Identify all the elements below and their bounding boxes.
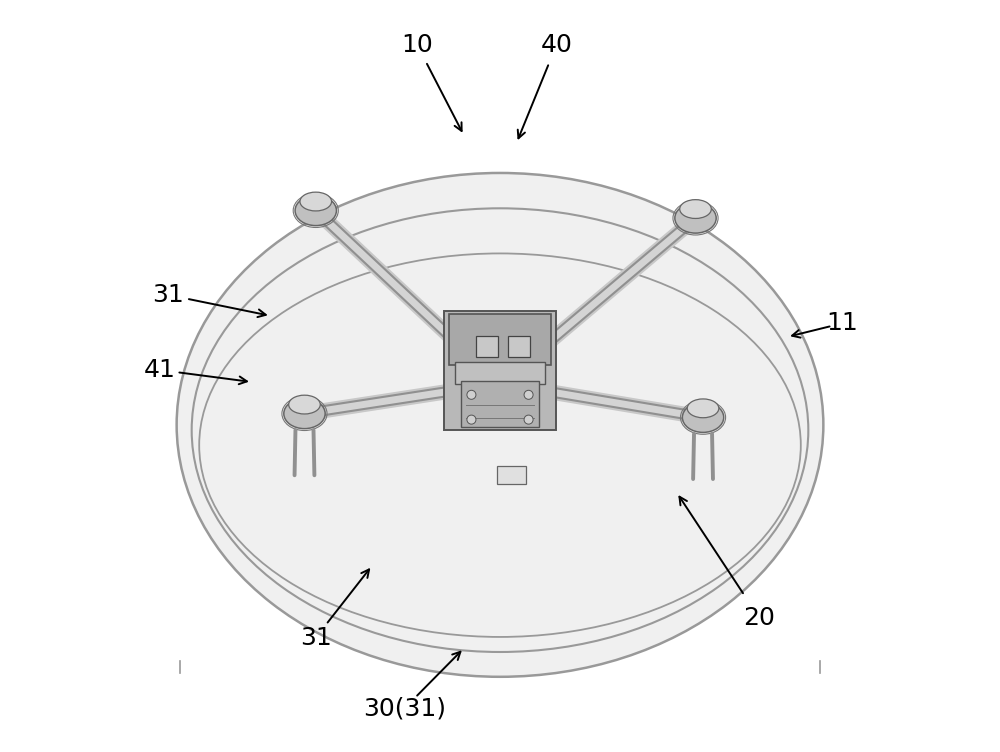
- Text: 11: 11: [826, 311, 858, 335]
- FancyBboxPatch shape: [444, 311, 556, 430]
- Ellipse shape: [295, 196, 336, 226]
- Text: 31: 31: [152, 283, 183, 307]
- Text: 20: 20: [744, 606, 775, 630]
- Ellipse shape: [289, 396, 320, 414]
- Ellipse shape: [177, 173, 823, 677]
- FancyBboxPatch shape: [461, 381, 539, 427]
- Circle shape: [467, 415, 476, 424]
- Circle shape: [524, 415, 533, 424]
- Text: 40: 40: [540, 33, 572, 57]
- Ellipse shape: [284, 399, 325, 429]
- Circle shape: [524, 390, 533, 399]
- FancyBboxPatch shape: [455, 362, 545, 384]
- Text: 30(31): 30(31): [363, 696, 446, 720]
- Ellipse shape: [680, 199, 711, 219]
- FancyBboxPatch shape: [497, 466, 526, 484]
- Ellipse shape: [687, 399, 719, 418]
- Text: 10: 10: [401, 33, 433, 57]
- Ellipse shape: [675, 203, 716, 233]
- FancyBboxPatch shape: [476, 336, 498, 357]
- Text: 31: 31: [300, 626, 332, 650]
- FancyBboxPatch shape: [508, 336, 530, 357]
- Ellipse shape: [300, 192, 332, 211]
- Text: 41: 41: [144, 358, 176, 382]
- FancyBboxPatch shape: [449, 314, 551, 365]
- Circle shape: [467, 390, 476, 399]
- Ellipse shape: [682, 402, 724, 432]
